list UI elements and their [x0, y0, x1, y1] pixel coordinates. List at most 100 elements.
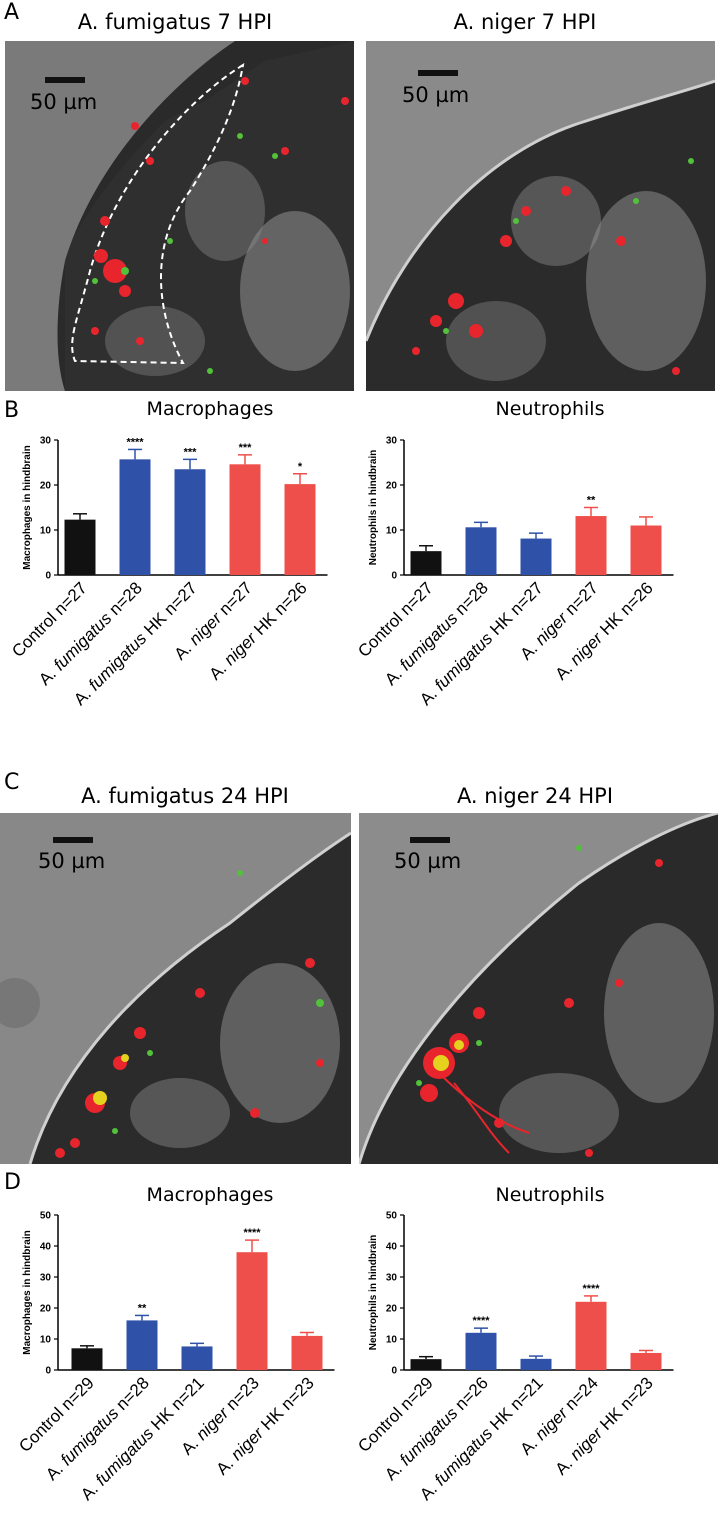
micrograph-a-niger-7hpi: [366, 41, 715, 391]
micrograph-title-c-left: A. fumigatus 24 HPI: [81, 784, 289, 808]
bar: [181, 1346, 213, 1370]
chart-title-d-neutrophils: Neutrophils: [495, 1184, 605, 1206]
bar: [575, 516, 607, 575]
category-label-part: n=23: [219, 1373, 263, 1417]
chart-title-b-macrophages: Macrophages: [146, 398, 274, 420]
bar: [126, 1320, 158, 1370]
category-label-part: HK n=26: [247, 578, 311, 642]
significance-label: **: [587, 495, 596, 507]
category-label-part: n=24: [558, 1373, 602, 1417]
significance-label: ****: [126, 436, 144, 448]
bar: [64, 519, 96, 575]
y-tick-label: 20: [40, 1304, 52, 1315]
significance-label: ****: [472, 1315, 490, 1327]
scale-bar-a-left: [45, 77, 85, 83]
category-label: A. fumigatus n=28: [35, 578, 146, 689]
bar: [630, 525, 662, 575]
significance-label: ***: [239, 442, 253, 454]
panel-letter-a: A: [4, 0, 20, 25]
category-label-part: n=27: [558, 578, 602, 622]
scale-bar-c-right: [410, 837, 450, 843]
panel-letter-c: C: [4, 770, 20, 795]
scale-label-a-left: 50 µm: [30, 90, 98, 114]
bar: [520, 1358, 552, 1370]
category-label-part: n=28: [102, 578, 146, 622]
y-tick-label: 0: [45, 571, 51, 582]
scale-label-a-right: 50 µm: [402, 83, 470, 107]
bar: [119, 459, 151, 575]
y-tick-label: 20: [386, 1304, 398, 1315]
bar: [630, 1352, 662, 1370]
bar: [284, 484, 316, 575]
panel-letter-b: B: [4, 398, 20, 423]
y-tick-label: 30: [386, 436, 398, 447]
micrograph-a-left-image: [5, 41, 354, 391]
category-label: A. niger HK n=23: [212, 1373, 317, 1478]
micrograph-c-niger-24hpi: [359, 813, 718, 1164]
y-tick-label: 10: [386, 526, 398, 537]
y-tick-label: 10: [40, 1335, 52, 1346]
bar: [71, 1348, 103, 1370]
y-tick-label: 40: [40, 1242, 52, 1253]
y-tick-label: 0: [45, 1366, 51, 1377]
chart-title-b-neutrophils: Neutrophils: [495, 398, 605, 420]
category-label-part: HK n=26: [593, 578, 657, 642]
micrograph-c-left-image: [0, 813, 351, 1164]
scale-label-c-left: 50 µm: [38, 849, 106, 873]
bar: [465, 1332, 497, 1370]
micrograph-title-c-right: A. niger 24 HPI: [456, 784, 614, 808]
y-axis-label: Neutrophils in hindbrain: [368, 1235, 379, 1351]
y-tick-label: 50: [40, 1211, 52, 1222]
y-axis-label: Macrophages in hindbrain: [22, 445, 33, 569]
micrograph-a-right-image: [366, 41, 715, 391]
bar: [174, 469, 206, 575]
panel-letter-d: D: [4, 1170, 21, 1195]
category-label-part: HK n=23: [254, 1373, 318, 1437]
micrograph-c-fumigatus-24hpi: [0, 813, 351, 1164]
y-tick-label: 40: [386, 1242, 398, 1253]
scale-label-c-right: 50 µm: [394, 849, 462, 873]
bar: [520, 538, 552, 575]
category-label-part: HK n=23: [593, 1373, 657, 1437]
bar: [291, 1335, 323, 1370]
category-label: A. fumigatus n=28: [42, 1373, 153, 1484]
significance-label: ***: [184, 446, 198, 458]
category-label-part: n=28: [109, 1373, 153, 1417]
bar: [229, 464, 261, 575]
y-tick-label: 10: [40, 526, 52, 537]
chart-title-d-macrophages: Macrophages: [146, 1184, 274, 1206]
scale-bar-c-left: [53, 837, 93, 843]
y-axis-label: Neutrophils in hindbrain: [368, 450, 379, 566]
y-tick-label: 0: [391, 571, 397, 582]
category-label: A. niger HK n=23: [551, 1373, 656, 1478]
significance-label: **: [138, 1302, 147, 1314]
y-tick-label: 10: [386, 1335, 398, 1346]
y-tick-label: 0: [391, 1366, 397, 1377]
category-label-part: n=27: [212, 578, 256, 622]
category-label: A. fumigatus n=28: [381, 578, 492, 689]
y-tick-label: 30: [40, 436, 52, 447]
micrograph-c-right-image: [359, 813, 718, 1164]
category-label: A. niger HK n=26: [551, 578, 656, 683]
bar: [236, 1252, 268, 1370]
micrograph-title-a-right: A. niger 7 HPI: [453, 10, 597, 34]
category-label: A. niger HK n=26: [205, 578, 310, 683]
y-tick-label: 20: [386, 481, 398, 492]
bar: [410, 1359, 442, 1370]
significance-label: ****: [582, 1283, 600, 1295]
significance-label: *: [298, 461, 303, 473]
scale-bar-a-right: [418, 70, 458, 76]
y-tick-label: 30: [40, 1273, 52, 1284]
category-label: A. fumigatus n=26: [381, 1373, 492, 1484]
category-label-part: n=26: [448, 1373, 492, 1417]
significance-label: ****: [243, 1227, 261, 1239]
y-axis-label: Macrophages in hindbrain: [22, 1230, 33, 1354]
bar: [465, 527, 497, 575]
bar: [575, 1301, 607, 1370]
y-tick-label: 50: [386, 1211, 398, 1222]
y-tick-label: 20: [40, 481, 52, 492]
